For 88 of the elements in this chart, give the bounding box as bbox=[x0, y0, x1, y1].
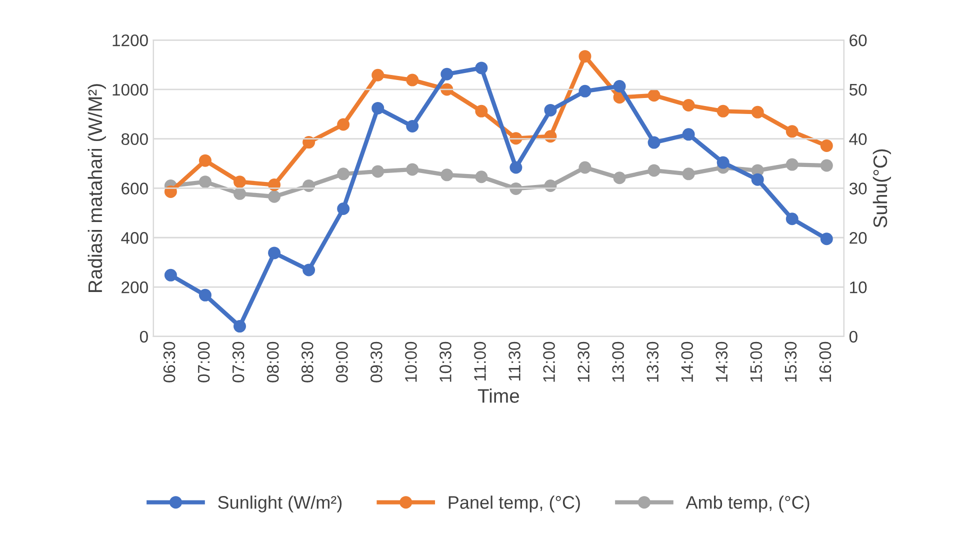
point bbox=[198, 154, 212, 167]
y2-axis-title: Suhu(°C) bbox=[872, 149, 891, 228]
x-tick-label: 09:30 bbox=[370, 342, 382, 382]
legend-label: Panel temp, (°C) bbox=[448, 496, 580, 512]
legend-label: Amb temp, (°C) bbox=[686, 496, 810, 512]
point bbox=[682, 128, 695, 141]
x-tick-label: 09:00 bbox=[336, 342, 348, 382]
x-tick-label: 15:00 bbox=[750, 342, 762, 382]
point bbox=[648, 136, 660, 149]
point bbox=[648, 164, 660, 177]
point bbox=[234, 320, 246, 333]
x-tick-label: 07:30 bbox=[232, 342, 244, 382]
x-tick-label: 10:00 bbox=[405, 342, 417, 382]
legend-label: Sunlight (W/m²) bbox=[218, 496, 342, 512]
y-tick-label: 400 bbox=[121, 232, 148, 244]
y2-tick-label: 10 bbox=[850, 281, 867, 294]
x-tick-label: 08:00 bbox=[266, 342, 279, 382]
point bbox=[372, 102, 384, 114]
y-tick-label: 1000 bbox=[112, 84, 148, 96]
y2-tick-label: 0 bbox=[849, 330, 858, 343]
point bbox=[198, 288, 212, 302]
point bbox=[372, 165, 384, 178]
point bbox=[648, 89, 660, 102]
x-tick-label: 13:00 bbox=[612, 342, 624, 382]
point bbox=[406, 163, 419, 176]
point bbox=[510, 161, 522, 174]
y-tick-label: 0 bbox=[140, 330, 148, 343]
x-tick-label: 15:30 bbox=[784, 342, 797, 382]
point bbox=[337, 168, 350, 180]
x-tick-label: 11:00 bbox=[474, 342, 486, 380]
point bbox=[475, 170, 488, 184]
point bbox=[716, 104, 730, 118]
x-tick-label: 14:30 bbox=[716, 342, 728, 382]
point bbox=[198, 176, 212, 188]
point bbox=[475, 104, 488, 118]
point bbox=[268, 190, 281, 203]
point bbox=[440, 68, 454, 80]
point bbox=[786, 158, 798, 171]
point bbox=[406, 74, 419, 86]
y-tick-label: 200 bbox=[122, 281, 148, 294]
point bbox=[372, 68, 384, 82]
point bbox=[234, 176, 246, 188]
point bbox=[820, 232, 833, 246]
x-axis-title: Time bbox=[478, 388, 520, 403]
point bbox=[820, 159, 833, 172]
point bbox=[337, 202, 350, 215]
x-tick-label: 16:00 bbox=[819, 342, 832, 382]
point bbox=[164, 268, 177, 282]
y-tick-label: 1200 bbox=[112, 34, 148, 46]
y2-tick-label: 40 bbox=[849, 133, 867, 146]
point bbox=[578, 161, 592, 174]
x-tick-label: 10:30 bbox=[440, 342, 452, 382]
point bbox=[475, 62, 488, 74]
point bbox=[578, 50, 592, 63]
point bbox=[268, 246, 281, 260]
point bbox=[786, 125, 798, 138]
y2-tick-label: 60 bbox=[850, 34, 867, 46]
y-axis-title: Radiasi matahari (W/M²) bbox=[88, 84, 106, 292]
y2-tick-label: 30 bbox=[849, 182, 867, 194]
point bbox=[406, 120, 419, 132]
point bbox=[682, 168, 695, 180]
point bbox=[544, 104, 557, 116]
point bbox=[716, 156, 730, 169]
point bbox=[440, 83, 454, 96]
x-tick-label: 12:30 bbox=[578, 342, 590, 382]
point bbox=[440, 168, 454, 182]
point bbox=[613, 172, 626, 184]
point bbox=[751, 106, 764, 118]
y2-tick-label: 20 bbox=[850, 232, 867, 244]
y2-tick-label: 50 bbox=[849, 84, 867, 96]
point bbox=[820, 140, 833, 152]
x-tick-label: 13:30 bbox=[646, 342, 659, 382]
x-tick-label: 14:00 bbox=[681, 342, 694, 382]
point bbox=[613, 80, 626, 92]
point bbox=[682, 99, 695, 112]
point bbox=[302, 264, 316, 276]
point bbox=[751, 173, 764, 186]
point bbox=[337, 118, 350, 131]
point bbox=[786, 212, 798, 226]
y-tick-label: 600 bbox=[122, 182, 148, 194]
x-tick-label: 12:00 bbox=[543, 342, 555, 382]
point bbox=[578, 84, 592, 98]
x-tick-label: 07:00 bbox=[198, 342, 210, 382]
y-tick-label: 800 bbox=[122, 133, 148, 146]
x-tick-label: 11:30 bbox=[508, 342, 520, 380]
x-tick-label: 06:30 bbox=[163, 342, 176, 382]
x-tick-label: 08:30 bbox=[301, 342, 314, 382]
point bbox=[234, 187, 246, 200]
